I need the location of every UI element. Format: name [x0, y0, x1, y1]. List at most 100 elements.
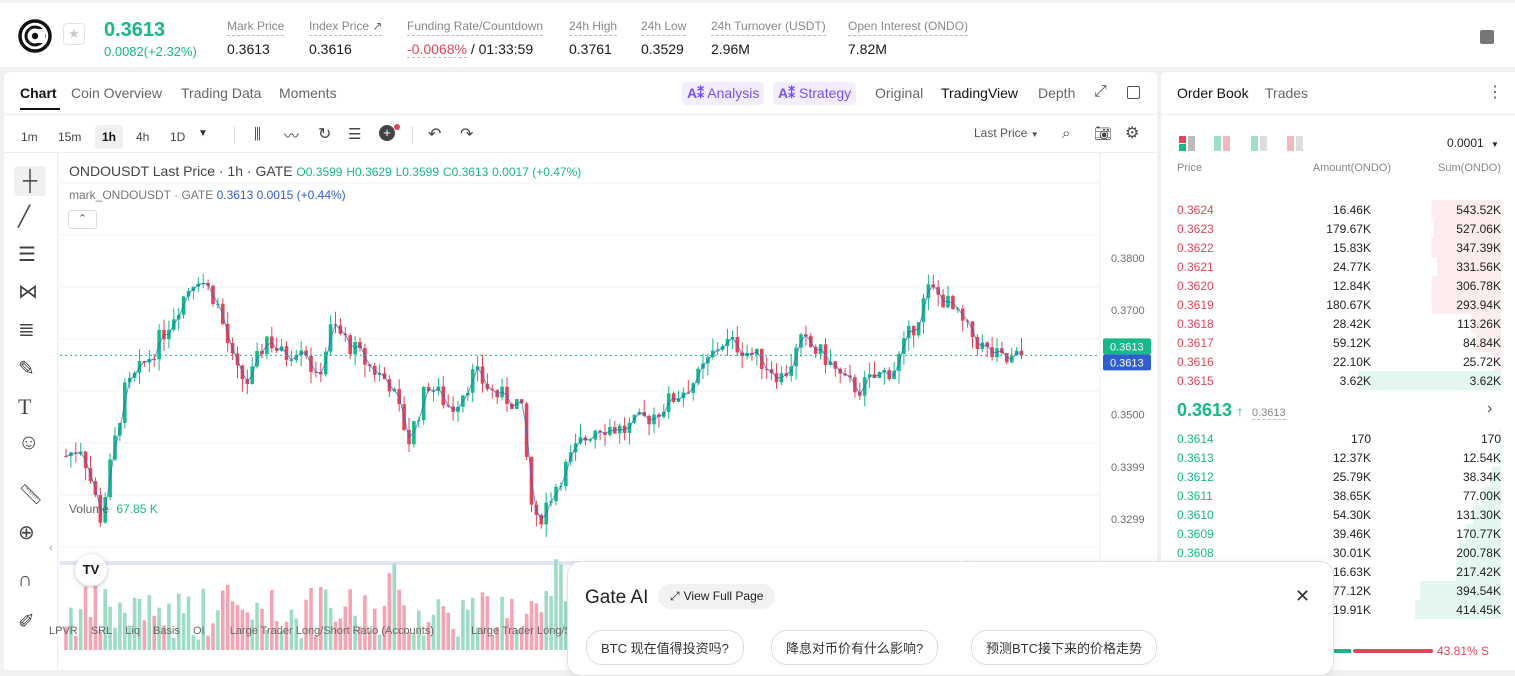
window-icon[interactable]: [1127, 86, 1140, 99]
price-tick-label: 0.3299: [1111, 514, 1145, 526]
layout-both-icon[interactable]: [1179, 136, 1195, 151]
bid-row[interactable]: 0.3613 12.37K 12.54K: [1161, 448, 1515, 467]
settings-gear-icon[interactable]: ⚙: [1125, 125, 1140, 142]
pattern-icon[interactable]: ⋈: [18, 281, 38, 303]
text-icon[interactable]: T: [18, 394, 32, 419]
indicator-lt-accounts[interactable]: Large Trader Long/Short Ratio (Accounts): [229, 625, 434, 637]
bid-row[interactable]: 0.3610 54.30K 131.30K: [1161, 505, 1515, 524]
crosshair-icon[interactable]: ┼: [14, 166, 46, 196]
bid-row[interactable]: 0.3612 25.79K 38.34K: [1161, 467, 1515, 486]
precision-select[interactable]: 0.0001 ▼: [1447, 136, 1499, 150]
ask-row[interactable]: 0.3621 24.77K 331.56K: [1161, 257, 1515, 276]
view-full-page-button[interactable]: ⤢ View Full Page: [658, 584, 776, 609]
suggestion-chip[interactable]: BTC 现在值得投资吗?: [586, 630, 744, 665]
timeframe-15m[interactable]: 15m: [58, 130, 82, 144]
bid-row[interactable]: 0.3611 38.65K 77.00K: [1161, 486, 1515, 505]
tab-ai-strategy[interactable]: A⁑ Strategy: [773, 82, 857, 105]
tab-tradingview[interactable]: TradingView: [941, 85, 1019, 101]
scroll-left-icon[interactable]: ‹: [49, 542, 53, 554]
emoji-icon[interactable]: ☺: [18, 431, 40, 454]
tab-trades[interactable]: Trades: [1265, 85, 1309, 101]
tab-moments[interactable]: Moments: [279, 85, 337, 101]
more-options-icon[interactable]: ⋮: [1487, 84, 1503, 101]
ask-row[interactable]: 0.3616 22.10K 25.72K: [1161, 352, 1515, 371]
layout-bids-icon[interactable]: [1251, 136, 1267, 151]
layout-split-icon[interactable]: [1214, 136, 1230, 151]
ask-row[interactable]: 0.3617 59.12K 84.84K: [1161, 333, 1515, 352]
favorite-star-icon[interactable]: ★: [63, 23, 85, 45]
stat-index-price[interactable]: Index Price ↗ 0.3616: [309, 19, 383, 57]
gate-logo[interactable]: [18, 19, 52, 53]
bid-sum: 131.30K: [1456, 508, 1501, 522]
expand-icon[interactable]: ⤢: [1094, 83, 1107, 100]
ruler-icon[interactable]: 📏︎: [18, 484, 44, 506]
layout-asks-icon[interactable]: [1287, 136, 1303, 151]
depth-bar: [1456, 562, 1501, 581]
ask-row[interactable]: 0.3619 180.67K 293.94K: [1161, 295, 1515, 314]
bid-row[interactable]: 0.3609 39.46K 170.77K: [1161, 524, 1515, 543]
tab-order-book[interactable]: Order Book: [1177, 85, 1249, 101]
suggestion-chip[interactable]: 预测BTC接下来的价格走势: [971, 630, 1158, 665]
fib-icon[interactable]: ≣: [18, 319, 35, 341]
zoom-in-icon[interactable]: ⊕: [18, 522, 35, 544]
tab-trading-data[interactable]: Trading Data: [181, 85, 262, 101]
header-amount: Amount(ONDO): [1312, 162, 1391, 174]
bid-row[interactable]: 19.91K 414.45K: [1161, 600, 1515, 619]
book-icon[interactable]: [1480, 30, 1494, 44]
bid-row[interactable]: 0.3608 30.01K 200.78K: [1161, 543, 1515, 562]
tab-ai-analysis[interactable]: A⁑ Analysis: [682, 82, 765, 105]
tab-coin-overview[interactable]: Coin Overview: [71, 85, 163, 101]
indicator-lt-positions[interactable]: Large Trader Long/Sh: [470, 625, 579, 637]
tab-depth[interactable]: Depth: [1038, 85, 1076, 101]
last-price-select[interactable]: Last Price ▼: [974, 126, 1039, 140]
suggestion-chip[interactable]: 降息对币价有什么影响?: [771, 630, 939, 665]
indicator-liq[interactable]: Liq: [125, 625, 140, 637]
ask-row[interactable]: 0.3622 15.83K 347.39K: [1161, 238, 1515, 257]
ask-row[interactable]: 0.3615 3.62K 3.62K: [1161, 371, 1515, 390]
ask-row[interactable]: 0.3624 16.46K 543.52K: [1161, 200, 1515, 219]
indicators-icon[interactable]: 〰: [284, 128, 300, 145]
compare-icon[interactable]: ↻: [318, 126, 332, 143]
timeframe-dropdown-icon[interactable]: ▼: [198, 128, 208, 139]
ask-row[interactable]: 0.3618 28.42K 113.26K: [1161, 314, 1515, 333]
horizontal-lines-icon[interactable]: ☰: [18, 244, 36, 266]
tab-chart[interactable]: Chart: [20, 85, 57, 101]
magnet-icon[interactable]: ∩: [18, 569, 33, 591]
trendline-icon[interactable]: ╱: [18, 206, 31, 228]
bid-row[interactable]: 0.3614 170 170: [1161, 429, 1515, 448]
tradingview-logo[interactable]: TV: [75, 554, 107, 586]
redo-icon[interactable]: ↷: [460, 126, 474, 143]
bid-row[interactable]: 177.12K 394.54K: [1161, 581, 1515, 600]
timeframe-1d[interactable]: 1D: [170, 130, 186, 144]
ask-row[interactable]: 0.3623 179.67K 527.06K: [1161, 219, 1515, 238]
ask-row[interactable]: 0.3620 12.84K 306.78K: [1161, 276, 1515, 295]
camera-icon[interactable]: 📷︎: [1094, 125, 1112, 141]
timeframe-1m[interactable]: 1m: [21, 130, 38, 144]
indicator-basis[interactable]: Basis: [153, 625, 180, 637]
timeframe-1h[interactable]: 1h: [95, 125, 124, 149]
bid-amount: 38.65K: [1332, 489, 1371, 503]
bid-sum: 217.42K: [1456, 565, 1501, 579]
ask-sum: 293.94K: [1456, 298, 1501, 312]
indicator-oi[interactable]: OI: [193, 625, 205, 637]
mid-price[interactable]: 0.3613 ↑ 0.3613: [1177, 400, 1286, 421]
indicator-lpvr[interactable]: LPVR: [49, 625, 78, 637]
add-indicator-icon[interactable]: +: [379, 125, 395, 141]
search-icon[interactable]: ⌕: [1062, 125, 1071, 142]
close-icon[interactable]: ✕: [1295, 586, 1311, 606]
ask-price: 0.3616: [1177, 355, 1214, 369]
indicator-srl[interactable]: SRL: [90, 625, 113, 637]
timeframe-4h[interactable]: 4h: [136, 130, 150, 144]
ask-sum: 25.72K: [1462, 355, 1501, 369]
candle-type-icon[interactable]: ⫼: [254, 126, 261, 143]
edit-lock-icon[interactable]: ✐: [18, 611, 35, 633]
collapse-legend-button[interactable]: ⌃: [68, 210, 97, 229]
chevron-right-icon[interactable]: ›: [1487, 400, 1493, 417]
tab-original[interactable]: Original: [875, 85, 924, 101]
ask-sum: 306.78K: [1456, 279, 1501, 293]
volume-bar: [172, 637, 176, 650]
undo-icon[interactable]: ↶: [428, 126, 442, 143]
bid-row[interactable]: 16.63K 217.42K: [1161, 562, 1515, 581]
brush-icon[interactable]: ✎: [18, 358, 35, 380]
template-icon[interactable]: ☰: [348, 126, 362, 143]
